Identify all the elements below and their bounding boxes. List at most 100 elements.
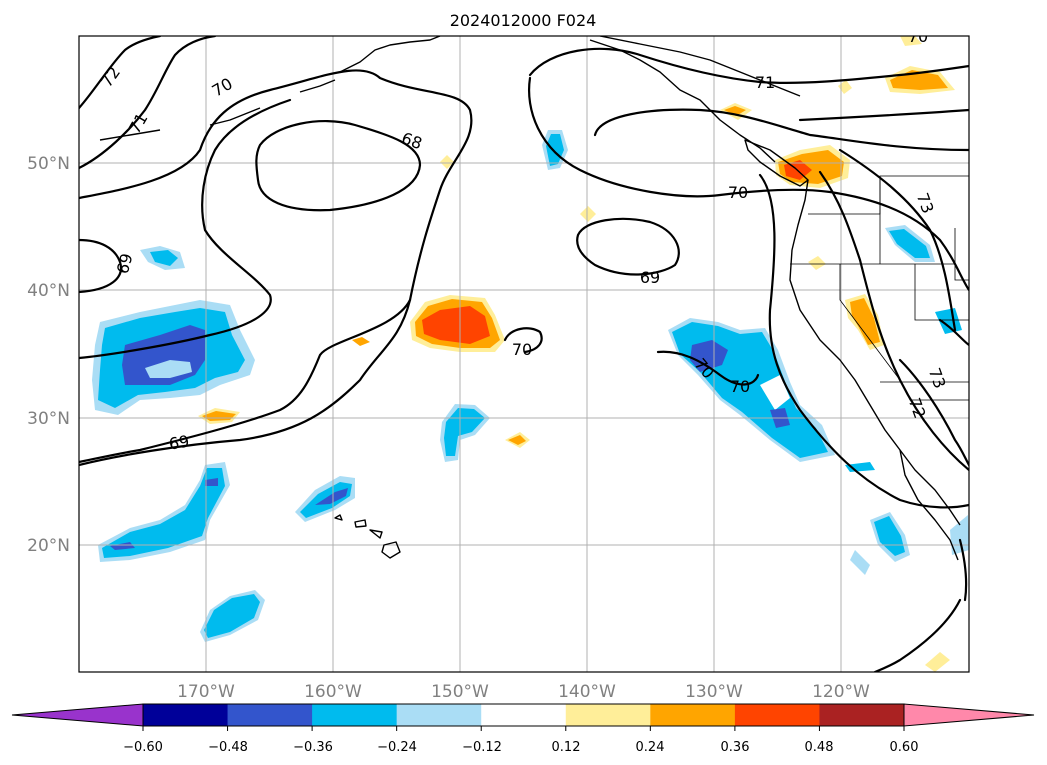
- island: [334, 514, 343, 521]
- neg-region: [150, 250, 178, 266]
- contour-line: [818, 170, 969, 472]
- contour-label: 71: [755, 73, 775, 92]
- lat-tick-label: 30°N: [27, 409, 70, 429]
- contour-line: [938, 318, 969, 347]
- pos-region: [440, 155, 454, 169]
- neg-region: [315, 488, 348, 505]
- contour-line: [798, 108, 969, 122]
- pos-region: [808, 256, 826, 270]
- contour-line: [255, 119, 422, 212]
- contour-label: 73: [925, 365, 950, 391]
- colorbar-swatch: [819, 704, 905, 726]
- contour-line: [958, 538, 968, 602]
- neg-region: [935, 308, 962, 334]
- colorbar-swatch: [565, 704, 651, 726]
- state-border: [954, 228, 969, 281]
- contour-label: 70: [209, 74, 236, 101]
- contour-labels: 72 70 71 68 69 70 71 70 69 70 70 70 73 7…: [97, 27, 950, 454]
- colorbar-tick-label: 0.48: [805, 740, 834, 755]
- map-frame: [78, 35, 970, 673]
- contour-line: [79, 238, 123, 294]
- map-area: 72 70 71 68 69 70 71 70 69 70 70 70 73 7…: [79, 27, 969, 672]
- pos-region: [900, 36, 922, 46]
- lon-tick-label: 160°W: [304, 682, 362, 702]
- height-contours: [79, 36, 969, 672]
- coastlines: [99, 36, 969, 561]
- neg-region: [110, 542, 135, 550]
- neg-region: [874, 516, 905, 556]
- neg-region: [850, 550, 870, 575]
- colorbar-extend-high: [903, 703, 1035, 727]
- colorbar-tick-label: 0.60: [890, 740, 919, 755]
- contour-line: [503, 327, 543, 354]
- neg-region: [205, 478, 218, 486]
- colorbar-tick-label: −0.48: [208, 740, 248, 755]
- lon-tick-label: 150°W: [431, 682, 489, 702]
- contour-line: [79, 36, 217, 170]
- contour-label: 70: [512, 340, 532, 359]
- contour-line: [656, 350, 760, 386]
- neg-region: [204, 594, 260, 638]
- colorbar-tick-label: −0.24: [377, 740, 417, 755]
- contour-label: 68: [399, 128, 425, 153]
- colorbar-swatch: [227, 704, 313, 726]
- neg-region: [889, 229, 930, 258]
- lat-axis: 20°N 30°N 40°N 50°N: [27, 154, 70, 556]
- contour-line: [593, 108, 969, 152]
- contour-label: 72: [905, 395, 930, 421]
- lon-tick-label: 170°W: [177, 682, 235, 702]
- pos-region: [850, 298, 880, 345]
- colorbar: −0.60 −0.48 −0.36 −0.24 −0.12 0.12 0.24 …: [11, 703, 1035, 755]
- colorbar-swatch: [312, 704, 398, 726]
- pos-region: [580, 206, 596, 222]
- colorbar-tick-label: −0.36: [293, 740, 333, 755]
- pos-region: [724, 106, 746, 116]
- neg-region: [760, 375, 790, 410]
- coastline: [99, 129, 161, 141]
- coastline: [589, 39, 776, 163]
- coastline: [339, 36, 441, 73]
- lat-tick-label: 20°N: [27, 536, 70, 556]
- contour-label: 72: [97, 63, 124, 91]
- contour-line: [576, 217, 680, 276]
- contour-line: [873, 598, 962, 672]
- colorbar-tick-label: −0.12: [462, 740, 502, 755]
- colorbar-outline: [142, 703, 905, 727]
- pos-region: [422, 306, 490, 344]
- pos-region: [352, 337, 370, 346]
- coastline: [744, 139, 809, 187]
- lat-tick-label: 50°N: [27, 154, 70, 174]
- coastline: [789, 179, 961, 526]
- neg-region: [845, 462, 875, 472]
- contour-label: 70: [730, 377, 750, 396]
- island: [354, 519, 367, 528]
- contour-line: [898, 358, 969, 467]
- colorbar-swatch: [481, 704, 567, 726]
- colorbar-extend-low: [11, 703, 144, 727]
- colorbar-swatch: [143, 704, 229, 726]
- contour-line: [79, 69, 473, 464]
- pos-region: [925, 652, 950, 672]
- coastline: [299, 79, 336, 93]
- contour-line: [528, 76, 969, 292]
- colorbar-swatches: [11, 703, 1035, 727]
- neg-region: [690, 340, 728, 372]
- coastline: [209, 107, 261, 126]
- gridlines: [79, 36, 969, 672]
- contour-label: 70: [908, 27, 928, 46]
- colorbar-tick-label: 0.24: [636, 740, 665, 755]
- contour-line: [79, 298, 412, 467]
- neg-region: [546, 134, 564, 166]
- neg-region: [145, 360, 192, 378]
- contour-line: [79, 98, 292, 360]
- figure-title: 2024012000 F024: [450, 11, 597, 30]
- colorbar-swatch: [396, 704, 482, 726]
- contour-line: [758, 173, 969, 509]
- colorbar-tick-label: 0.36: [721, 740, 750, 755]
- colorbar-tick-label: −0.60: [123, 740, 163, 755]
- contour-line: [79, 36, 162, 110]
- colorbar-tick-label: 0.12: [552, 740, 581, 755]
- contour-label: 69: [113, 251, 137, 276]
- neg-region: [444, 408, 485, 456]
